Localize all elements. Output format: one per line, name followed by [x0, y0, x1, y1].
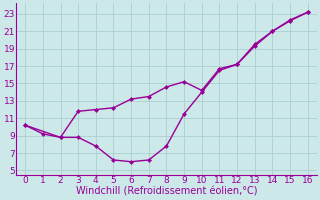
X-axis label: Windchill (Refroidissement éolien,°C): Windchill (Refroidissement éolien,°C): [76, 187, 257, 197]
